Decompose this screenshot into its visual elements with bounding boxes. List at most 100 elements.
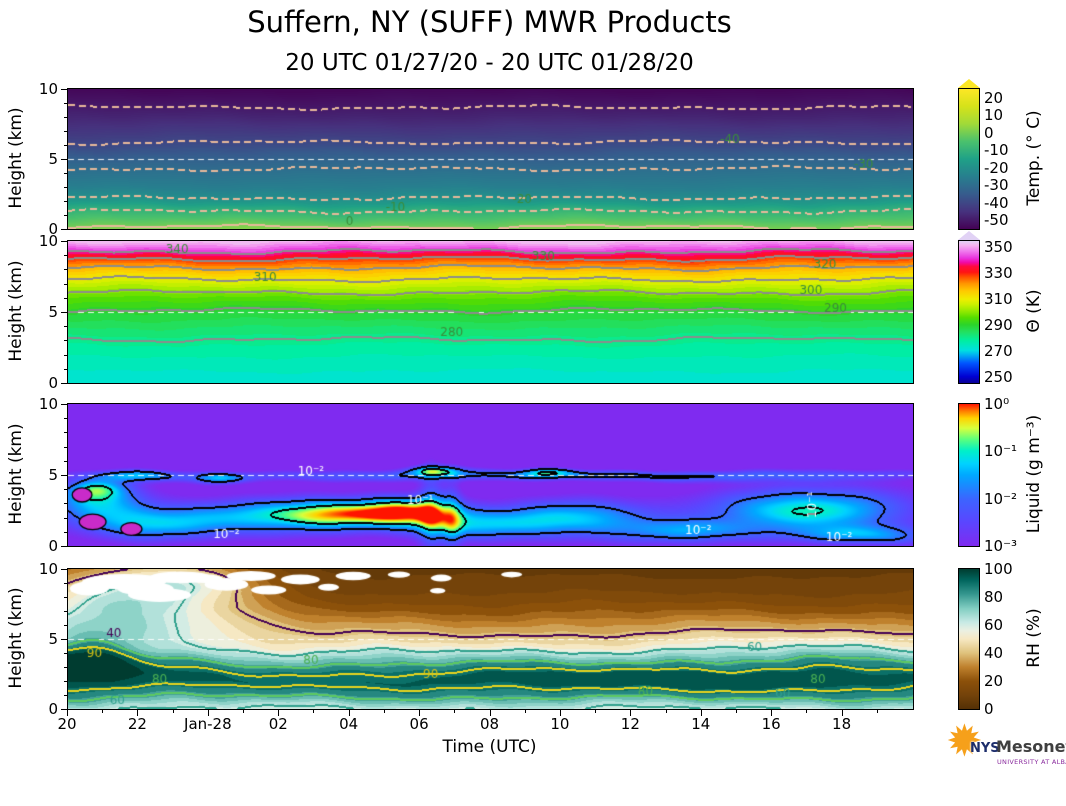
y-tick-label-rh-0: 0 — [48, 700, 58, 718]
y-tick-mark — [64, 215, 67, 216]
x-tick-mark-minor — [454, 710, 456, 713]
colorbar-arrow-temperature — [958, 79, 980, 88]
colorbar-tick-temperature-20: 20 — [984, 88, 1004, 107]
y-tick-mark — [64, 667, 67, 668]
x-tick-label-04: 04 — [339, 715, 359, 733]
colorbar-tick-rh-0: 0 — [984, 700, 994, 718]
figure-subtitle: 20 UTC 01/27/20 - 20 UTC 01/28/20 — [285, 50, 694, 76]
colorbar-label-theta: Θ (K) — [1024, 289, 1044, 333]
colorbar-label-liquid: Liquid (g m⁻³) — [1024, 414, 1044, 534]
y-tick-mark — [64, 418, 67, 420]
colorbar-tick-rh-60: 60 — [984, 616, 1004, 634]
y-tick-mark — [61, 383, 67, 384]
colorbar-liquid — [958, 403, 980, 547]
heatmap-rh — [67, 568, 914, 710]
x-tick-mark-major — [278, 710, 280, 716]
y-tick-label-liquid-5: 5 — [48, 466, 58, 484]
y-tick-mark — [64, 117, 67, 118]
y-axis-label-liquid: Height (km) — [6, 423, 26, 525]
x-tick-label-Jan-28: Jan-28 — [184, 715, 232, 733]
x-tick-label-14: 14 — [691, 715, 711, 733]
y-tick-mark — [61, 159, 67, 160]
y-tick-mark — [61, 639, 67, 640]
y-tick-label-theta-10: 10 — [38, 232, 58, 250]
x-tick-label-10: 10 — [550, 715, 570, 733]
colorbar-theta — [958, 240, 980, 384]
x-tick-mark-minor — [665, 710, 667, 713]
y-axis-label-temperature: Height (km) — [6, 107, 26, 209]
y-tick-mark — [64, 131, 67, 132]
logo-nys-text: NYS — [970, 741, 1000, 756]
x-tick-mark-minor — [876, 710, 878, 713]
x-tick-label-08: 08 — [479, 715, 500, 733]
y-tick-label-theta-0: 0 — [48, 374, 58, 392]
y-tick-mark — [64, 354, 67, 356]
x-tick-mark-minor — [313, 710, 315, 713]
y-tick-mark — [61, 404, 67, 405]
colorbar-tick-rh-20: 20 — [984, 672, 1004, 690]
y-tick-mark — [64, 531, 67, 533]
y-tick-label-liquid-10: 10 — [38, 395, 58, 413]
x-tick-mark-minor — [102, 710, 104, 713]
colorbar-tick-theta-330: 330 — [984, 264, 1013, 283]
y-tick-mark — [61, 229, 67, 230]
x-tick-label-12: 12 — [620, 715, 640, 733]
x-tick-mark-minor — [383, 710, 385, 713]
y-tick-mark — [64, 446, 67, 448]
colorbar-tick-rh-80: 80 — [984, 588, 1004, 606]
x-tick-label-18: 18 — [832, 715, 852, 733]
y-tick-mark — [64, 503, 67, 505]
y-tick-mark — [64, 297, 67, 299]
y-tick-label-temperature-10: 10 — [38, 80, 58, 98]
colorbar-tick-liquid-10⁰: 10⁰ — [984, 395, 1010, 413]
colorbar-tick-theta-270: 270 — [984, 341, 1013, 360]
sunburst-icon: ✹ — [946, 716, 983, 767]
colorbar-tick-theta-350: 350 — [984, 238, 1013, 257]
x-tick-mark-major — [700, 710, 702, 716]
y-tick-mark — [64, 103, 67, 104]
y-tick-mark — [64, 681, 67, 682]
colorbar-tick-temperature--20: -20 — [984, 158, 1009, 177]
y-tick-mark — [64, 583, 67, 584]
y-tick-mark — [64, 460, 67, 462]
y-tick-mark — [64, 653, 67, 654]
y-tick-mark — [64, 695, 67, 696]
y-tick-label-rh-10: 10 — [38, 560, 58, 578]
x-tick-mark-minor — [595, 710, 597, 713]
logo-mesonet-text: Mesonet — [996, 737, 1066, 756]
y-tick-mark — [64, 517, 67, 519]
y-tick-mark — [64, 326, 67, 328]
y-tick-mark — [64, 625, 67, 626]
colorbar-temperature — [958, 88, 980, 230]
y-tick-mark — [64, 201, 67, 202]
x-tick-mark-major — [207, 710, 209, 716]
y-tick-mark — [61, 89, 67, 90]
colorbar-tick-theta-310: 310 — [984, 290, 1013, 309]
y-tick-label-rh-5: 5 — [48, 630, 58, 648]
y-tick-mark — [64, 597, 67, 598]
x-tick-mark-major — [489, 710, 491, 716]
x-tick-label-22: 22 — [127, 715, 147, 733]
y-tick-mark — [64, 340, 67, 342]
heatmap-theta — [67, 240, 914, 384]
x-tick-mark-major — [67, 710, 68, 716]
y-tick-mark — [61, 709, 67, 710]
x-tick-mark-minor — [735, 710, 737, 713]
figure-title: Suffern, NY (SUFF) MWR Products — [247, 5, 732, 39]
y-tick-mark — [64, 489, 67, 491]
y-tick-label-liquid-0: 0 — [48, 537, 58, 555]
y-tick-mark — [64, 187, 67, 188]
colorbar-tick-temperature--10: -10 — [984, 141, 1009, 160]
x-tick-mark-major — [419, 710, 421, 716]
colorbar-label-rh: RH (%) — [1024, 608, 1044, 668]
colorbar-label-temperature: Temp. (° C) — [1024, 110, 1044, 206]
x-tick-mark-minor — [806, 710, 808, 713]
y-tick-mark — [64, 368, 67, 370]
x-tick-mark-major — [559, 710, 561, 716]
x-tick-label-02: 02 — [268, 715, 288, 733]
y-tick-label-theta-5: 5 — [48, 303, 58, 321]
x-axis-label: Time (UTC) — [442, 737, 537, 757]
colorbar-tick-liquid-10⁻³: 10⁻³ — [984, 537, 1018, 555]
x-tick-mark-major — [137, 710, 139, 716]
